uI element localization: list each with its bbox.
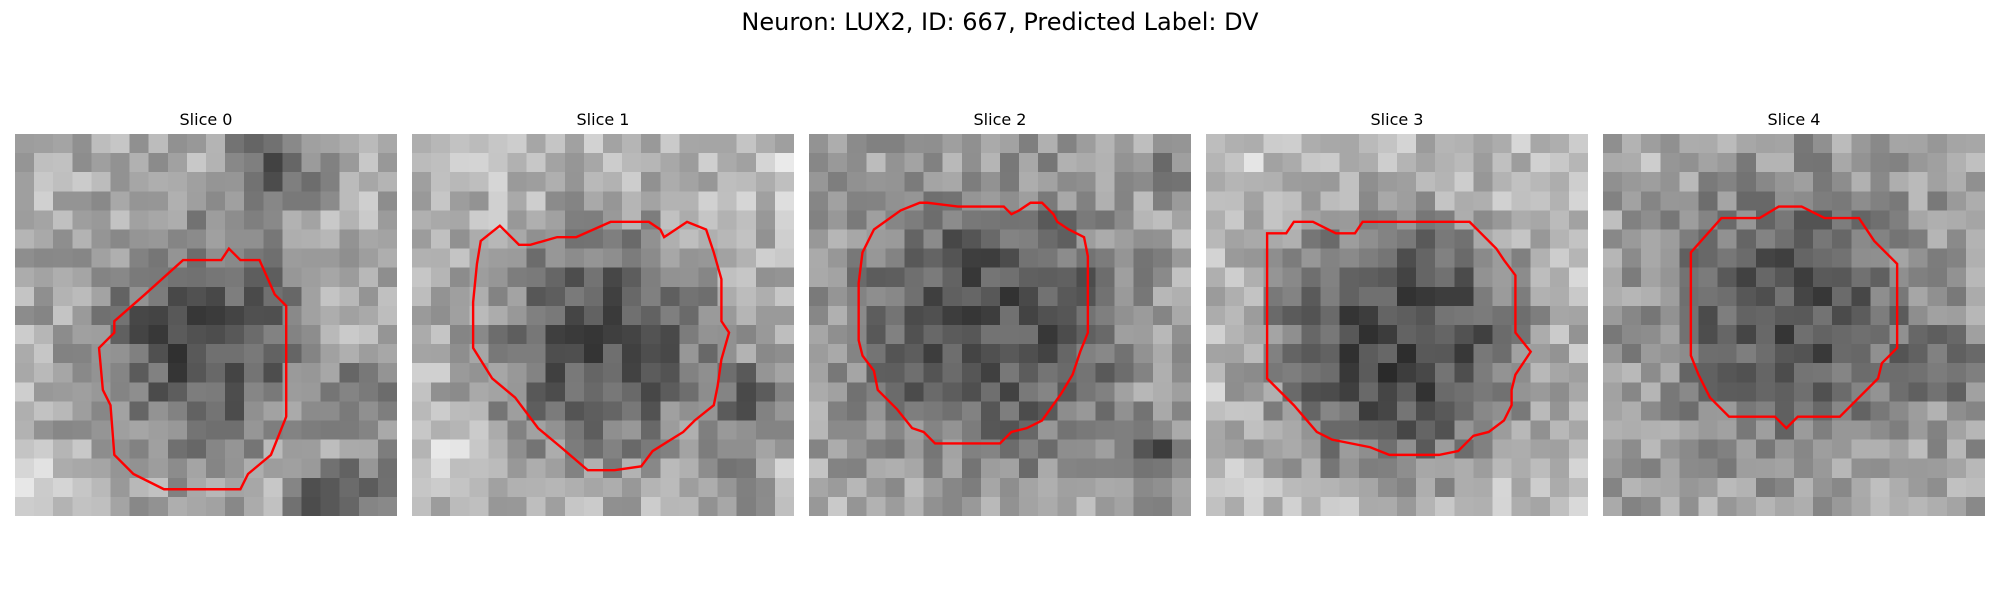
- slice-panel-1: Slice 1: [412, 0, 794, 600]
- neuron-contour-3: [1206, 134, 1588, 516]
- neuron-contour-4: [1603, 134, 1985, 516]
- slice-title-3: Slice 3: [1370, 110, 1424, 129]
- neuron-contour-1: [412, 134, 794, 516]
- figure-title: Neuron: LUX2, ID: 667, Predicted Label: …: [741, 8, 1259, 36]
- slice-panel-0: Slice 0: [15, 0, 397, 600]
- neuron-contour-2: [809, 134, 1191, 516]
- slice-panel-2: Slice 2: [809, 0, 1191, 600]
- slice-image-3: [1206, 134, 1588, 516]
- slice-title-4: Slice 4: [1767, 110, 1821, 129]
- slice-image-1: [412, 134, 794, 516]
- neuron-contour-0: [15, 134, 397, 516]
- slice-image-0: [15, 134, 397, 516]
- slice-image-2: [809, 134, 1191, 516]
- slice-title-1: Slice 1: [576, 110, 630, 129]
- slice-title-2: Slice 2: [973, 110, 1027, 129]
- slice-title-0: Slice 0: [179, 110, 233, 129]
- slice-image-4: [1603, 134, 1985, 516]
- slice-panel-3: Slice 3: [1206, 0, 1588, 600]
- slice-panel-4: Slice 4: [1603, 0, 1985, 600]
